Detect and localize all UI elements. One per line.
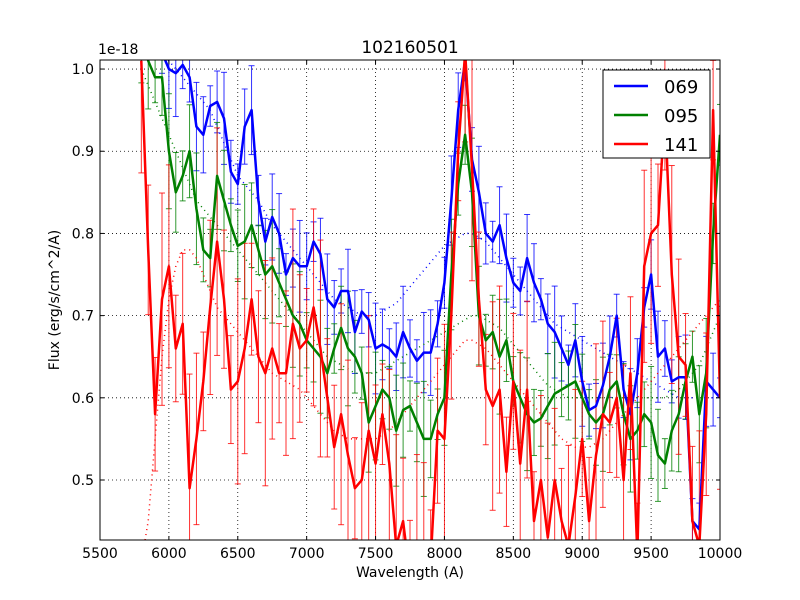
data-line-141 — [140, 60, 720, 540]
legend-label-095: 095 — [664, 106, 698, 127]
x-tick-label: 6000 — [151, 546, 187, 562]
plot-marks — [138, 60, 720, 540]
x-tick-label: 9000 — [564, 546, 600, 562]
x-tick-label: 6500 — [220, 546, 256, 562]
data-line-095 — [146, 60, 720, 465]
x-tick-label: 8500 — [496, 546, 532, 562]
y-tick-label: 0.5 — [72, 473, 94, 489]
x-tick-label: 5500 — [82, 546, 118, 562]
y-axis-label: Flux (erg/s/cm^2/A) — [47, 230, 63, 370]
offset-label: 1e-18 — [98, 42, 138, 58]
legend: 069 095 141 — [602, 69, 711, 159]
x-tick-label: 7000 — [289, 546, 325, 562]
x-tick-label: 7500 — [358, 546, 394, 562]
chart-title: 102160501 — [361, 38, 458, 58]
plot-frame — [99, 59, 721, 541]
x-tick-label: 9500 — [633, 546, 669, 562]
y-tick-label: 1.0 — [72, 62, 94, 78]
y-tick-label: 0.6 — [72, 391, 94, 407]
y-tick-label: 0.9 — [72, 144, 94, 160]
x-tick-label: 10000 — [698, 546, 743, 562]
legend-label-141: 141 — [664, 135, 698, 156]
x-tick-label: 8000 — [427, 546, 463, 562]
y-tick-label: 0.8 — [72, 226, 94, 242]
ticks: 5500 6000 6500 7000 7500 8000 8500 9000 9500 1000… — [72, 60, 743, 562]
y-tick-label: 0.7 — [72, 309, 94, 325]
legend-label-069: 069 — [664, 77, 698, 98]
data-line-069 — [163, 60, 720, 531]
x-axis-label: Wavelength (A) — [356, 565, 464, 581]
